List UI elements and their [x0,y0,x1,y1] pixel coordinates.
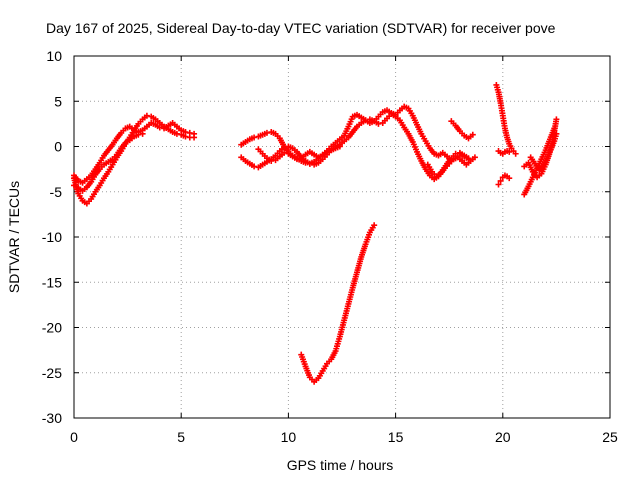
data-point [512,150,519,157]
data-point [173,130,180,137]
x-tick-label: 0 [70,429,78,445]
data-point [143,112,150,119]
data-point [281,149,288,156]
y-tick-label: 0 [54,139,62,155]
y-axis-label: SDTVAR / TECUs [6,181,22,293]
data-point [506,175,513,182]
data-point [306,160,313,167]
grid [74,56,610,418]
chart-title: Day 167 of 2025, Sidereal Day-to-day VTE… [46,20,556,36]
data-point [336,143,343,150]
data-point [281,144,288,151]
data-point [495,181,502,188]
data-point [263,129,270,136]
data-points [71,81,560,385]
y-tick-label: -5 [50,184,63,200]
plot-frame [73,55,611,419]
y-tick-label: -10 [42,229,62,245]
data-point [139,130,146,137]
data-point [135,131,142,138]
data-point [293,156,300,163]
data-point [497,177,504,184]
data-point [156,124,163,131]
y-tick-label: 5 [54,93,62,109]
data-point [362,117,369,124]
x-tick-label: 25 [602,429,618,445]
axis-ticks: 0 5 10 15 20 25 10 5 0 -5 -10 -15 -20 -25 -30 [42,48,618,445]
x-tick-label: 10 [281,429,297,445]
data-point [375,120,382,127]
data-point [268,157,275,164]
data-point [251,134,258,141]
y-tick-label: -25 [42,365,62,381]
x-axis-label: GPS time / hours [287,457,394,473]
data-point [553,116,560,123]
data-point [471,154,478,161]
data-point [506,148,513,155]
x-tick-label: 20 [495,429,511,445]
data-point [186,129,193,136]
data-point [191,130,198,137]
data-point [469,131,476,138]
data-point [251,163,258,170]
data-point [371,222,378,229]
y-tick-label: 10 [46,48,62,64]
data-point [182,129,189,136]
x-tick-label: 15 [388,429,404,445]
y-tick-label: -20 [42,320,62,336]
y-tick-label: -30 [42,410,62,426]
x-tick-label: 5 [177,429,185,445]
y-tick-label: -15 [42,274,62,290]
